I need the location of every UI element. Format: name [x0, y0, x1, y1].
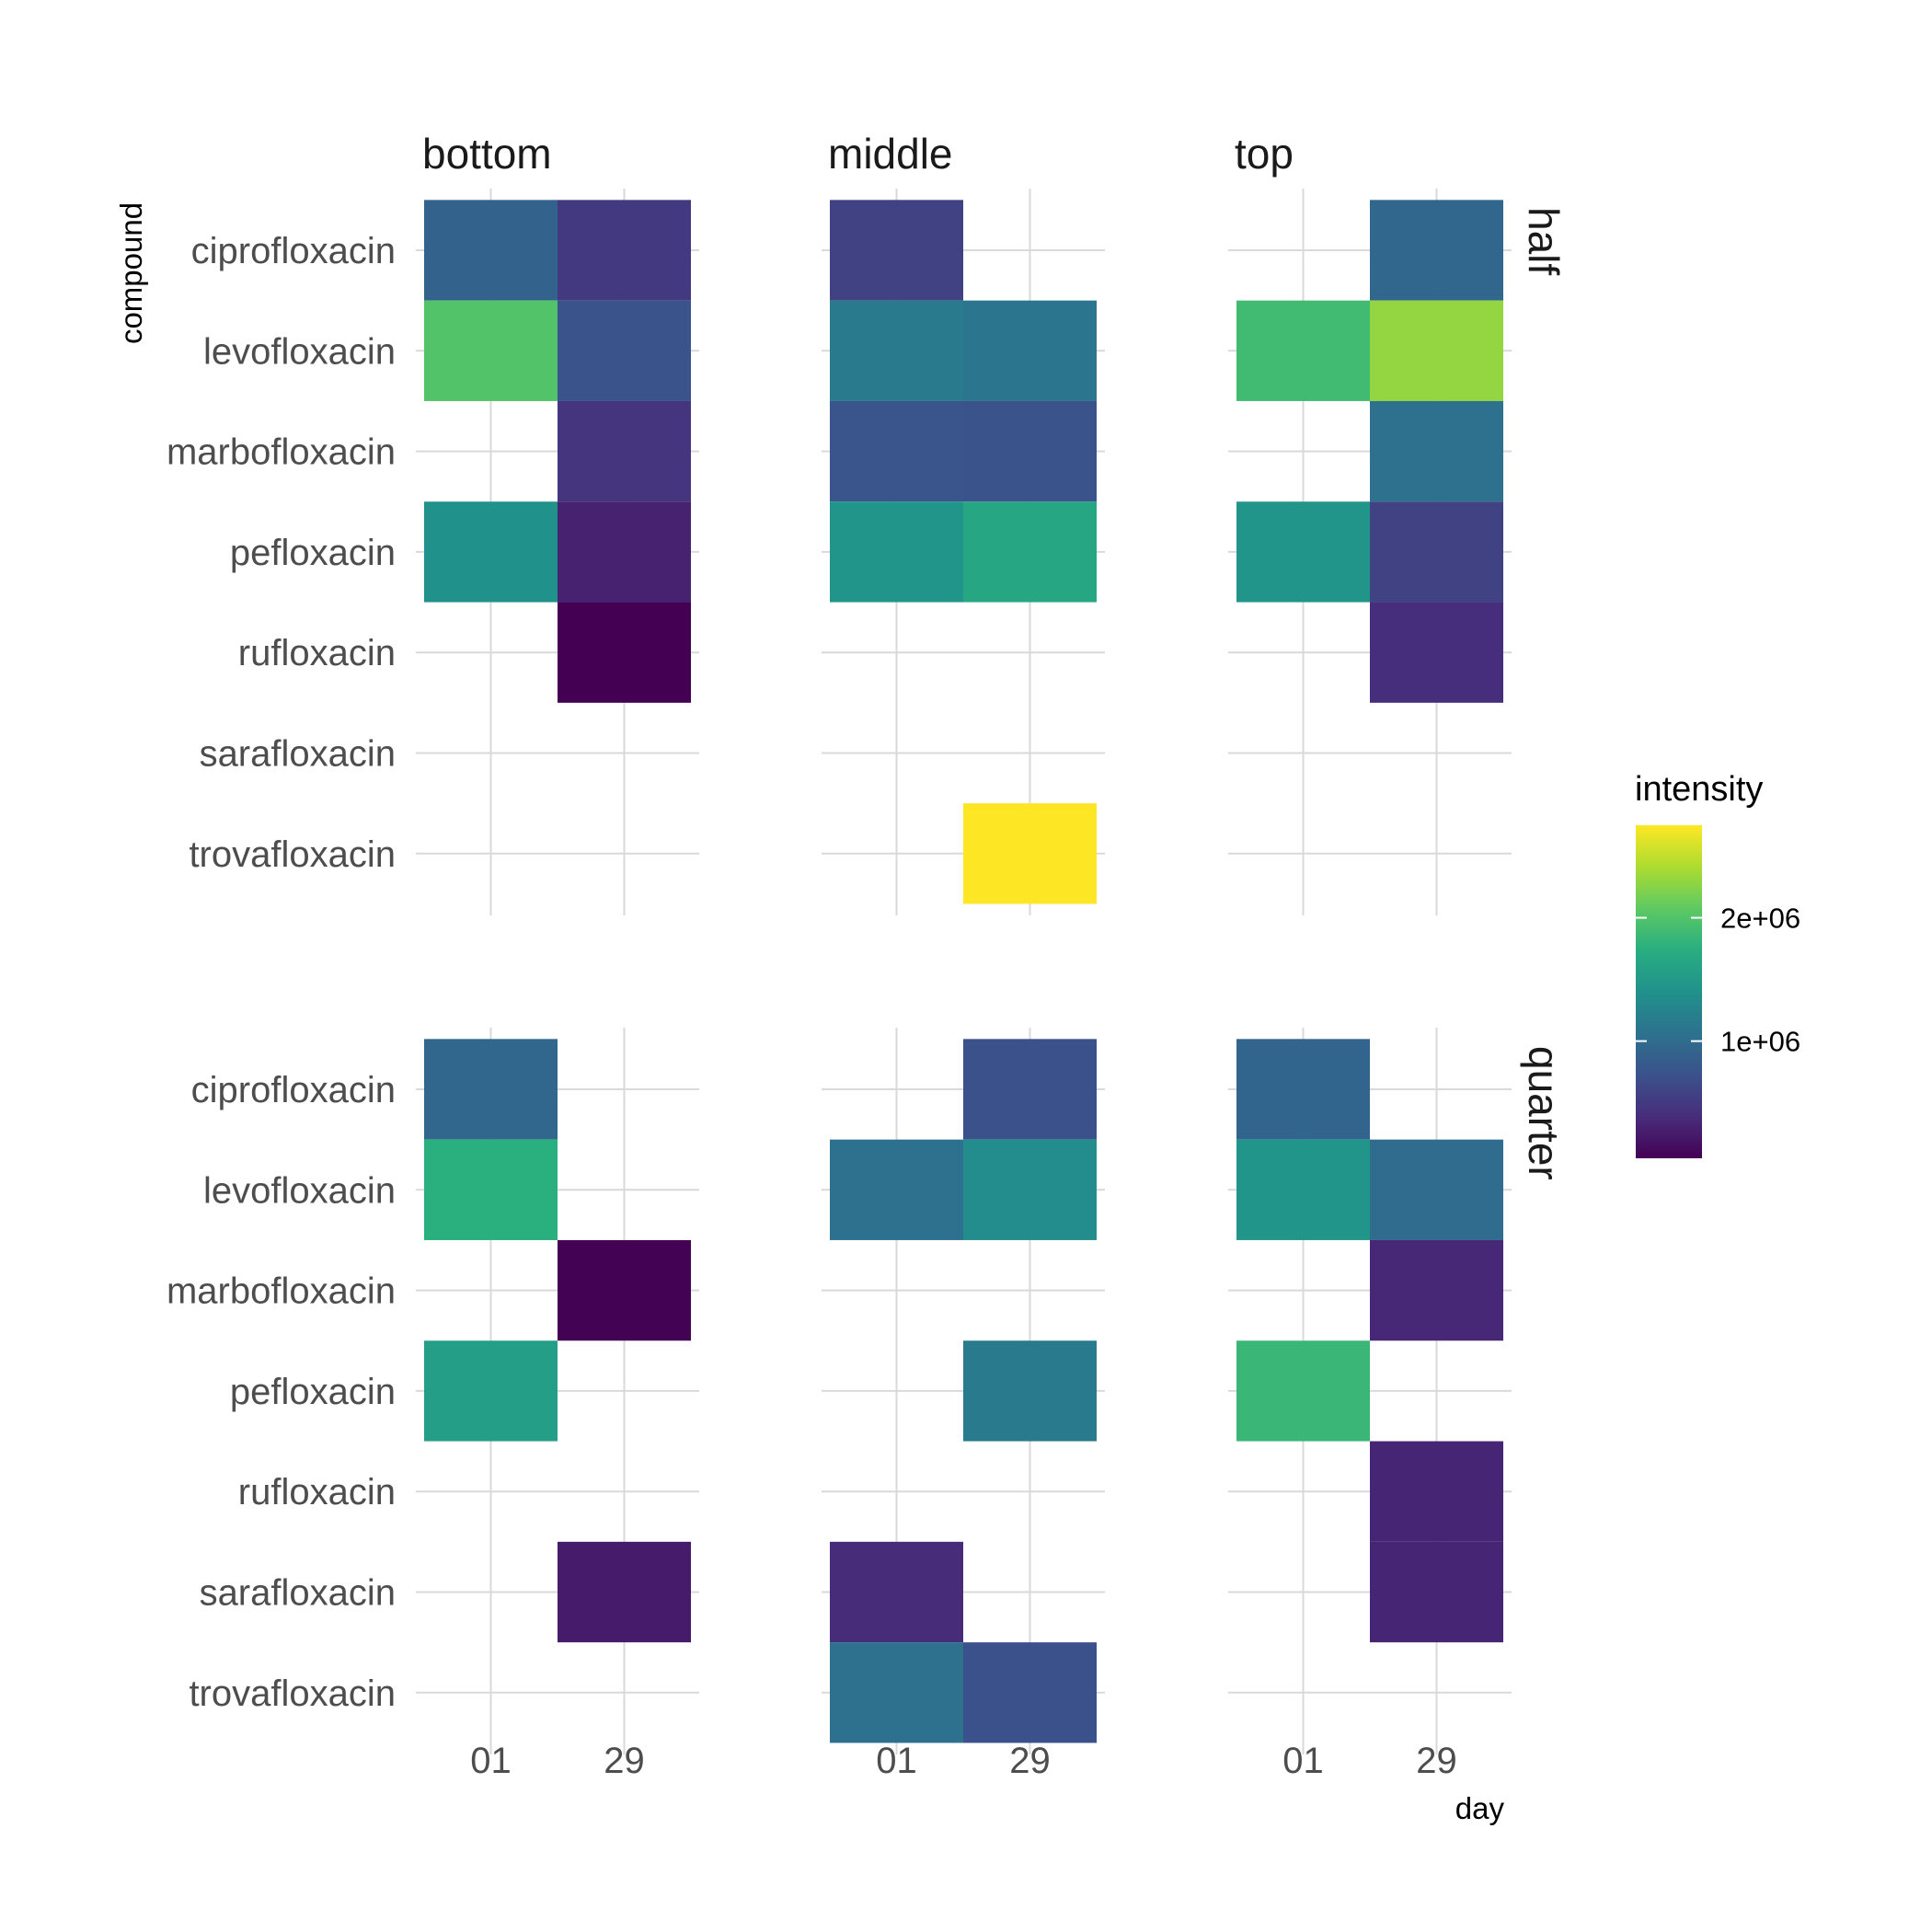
x-tick-label-29: 29 [1009, 1741, 1051, 1781]
y-tick-label-trovafloxacin: trovafloxacin [189, 834, 396, 875]
heatmap-tile-quarter-middle-trovafloxacin-01 [830, 1642, 963, 1743]
heatmap-tile-quarter-bottom-marbofloxacin-29 [558, 1239, 691, 1341]
heatmap-tile-half-bottom-rufloxacin-29 [558, 602, 691, 703]
heatmap-tile-quarter-middle-pefloxacin-29 [963, 1340, 1097, 1442]
heatmap-tile-half-bottom-levofloxacin-01 [424, 300, 558, 401]
heatmap-tile-half-top-levofloxacin-01 [1236, 300, 1370, 401]
y-tick-label-sarafloxacin: sarafloxacin [200, 734, 396, 775]
heatmap-tile-half-bottom-marbofloxacin-29 [558, 400, 691, 502]
y-tick-label-rufloxacin: rufloxacin [238, 1472, 396, 1512]
heatmap-tile-quarter-top-rufloxacin-29 [1370, 1441, 1503, 1542]
y-tick-label-levofloxacin: levofloxacin [203, 1170, 396, 1211]
x-tick-label-01: 01 [1282, 1741, 1324, 1781]
y-tick-label-pefloxacin: pefloxacin [230, 533, 396, 573]
y-tick-label-ciprofloxacin: ciprofloxacin [191, 231, 396, 271]
heatmap-tile-half-top-pefloxacin-01 [1236, 501, 1370, 603]
heatmap-tile-half-middle-pefloxacin-29 [963, 501, 1097, 603]
heatmap-tile-half-bottom-levofloxacin-29 [558, 300, 691, 401]
heatmap-tile-half-bottom-pefloxacin-29 [558, 501, 691, 603]
heatmap-tile-half-top-rufloxacin-29 [1370, 602, 1503, 703]
heatmap-tile-half-middle-trovafloxacin-29 [963, 803, 1097, 904]
y-tick-label-marbofloxacin: marbofloxacin [167, 1271, 396, 1312]
heatmap-tile-quarter-middle-sarafloxacin-01 [830, 1541, 963, 1643]
x-tick-label-01: 01 [470, 1741, 512, 1781]
heatmap-tile-half-middle-marbofloxacin-29 [963, 400, 1097, 502]
heatmap-tile-quarter-top-pefloxacin-01 [1236, 1340, 1370, 1442]
heatmap-tile-quarter-top-ciprofloxacin-01 [1236, 1039, 1370, 1140]
legend-break-label: 2e+06 [1720, 903, 1800, 935]
y-axis-title: compound [114, 202, 148, 344]
legend-ticks: 1e+06 2e+06 [1636, 903, 1800, 1058]
heatmap-tile-quarter-middle-trovafloxacin-29 [963, 1642, 1097, 1743]
y-tick-label-levofloxacin: levofloxacin [203, 331, 396, 372]
x-tick-label-29: 29 [1416, 1741, 1457, 1781]
x-tick-label-01: 01 [876, 1741, 917, 1781]
heatmap-tile-quarter-top-levofloxacin-29 [1370, 1139, 1503, 1240]
heatmap-tile-half-middle-levofloxacin-29 [963, 300, 1097, 401]
y-tick-label-pefloxacin: pefloxacin [230, 1372, 396, 1412]
heatmap-tile-half-bottom-ciprofloxacin-29 [558, 200, 691, 301]
heatmap-tile-half-top-pefloxacin-29 [1370, 501, 1503, 603]
heatmap-tile-half-top-ciprofloxacin-29 [1370, 200, 1503, 301]
row-strip-quarter: quarter [1520, 1046, 1568, 1180]
column-strip-middle: middle [828, 130, 953, 178]
y-tick-label-rufloxacin: rufloxacin [238, 633, 396, 673]
x-axis-title: day [1455, 1791, 1505, 1825]
heatmap-tile-quarter-bottom-pefloxacin-01 [424, 1340, 558, 1442]
heatmap-tile-half-middle-ciprofloxacin-01 [830, 200, 963, 301]
heatmap-tile-half-middle-pefloxacin-01 [830, 501, 963, 603]
heatmap-tile-half-top-levofloxacin-29 [1370, 300, 1503, 401]
heatmap-tile-half-middle-marbofloxacin-01 [830, 400, 963, 502]
heatmap-tile-quarter-bottom-levofloxacin-01 [424, 1139, 558, 1240]
heatmap-tile-quarter-top-marbofloxacin-29 [1370, 1239, 1503, 1341]
heatmap-tile-quarter-middle-levofloxacin-01 [830, 1139, 963, 1240]
y-tick-label-marbofloxacin: marbofloxacin [167, 432, 396, 473]
y-tick-label-trovafloxacin: trovafloxacin [189, 1673, 396, 1714]
heatmap-tile-quarter-bottom-ciprofloxacin-01 [424, 1039, 558, 1140]
heatmap-tile-quarter-middle-ciprofloxacin-29 [963, 1039, 1097, 1140]
column-strip-bottom: bottom [422, 130, 552, 178]
label-layer: bottom middle top half quarter ciprofloxacin l… [167, 130, 1568, 1781]
heatmap-tile-quarter-top-sarafloxacin-29 [1370, 1541, 1503, 1643]
legend-break-label: 1e+06 [1720, 1026, 1800, 1058]
heatmap-tile-half-bottom-pefloxacin-01 [424, 501, 558, 603]
heatmap-tile-quarter-middle-levofloxacin-29 [963, 1139, 1097, 1240]
legend-colorbar [1636, 825, 1702, 1158]
heatmap-tile-quarter-bottom-sarafloxacin-29 [558, 1541, 691, 1643]
heatmap-tile-half-middle-levofloxacin-01 [830, 300, 963, 401]
cell-layer [424, 200, 1503, 1743]
legend-title: intensity [1635, 770, 1763, 809]
x-tick-label-29: 29 [604, 1741, 645, 1781]
column-strip-top: top [1235, 130, 1294, 178]
legend: intensity 1e+06 2e+06 [1635, 770, 1800, 1158]
y-tick-label-sarafloxacin: sarafloxacin [200, 1573, 396, 1614]
y-tick-label-ciprofloxacin: ciprofloxacin [191, 1070, 396, 1110]
heatmap-tile-half-bottom-ciprofloxacin-01 [424, 200, 558, 301]
row-strip-half: half [1520, 207, 1568, 275]
heatmap-tile-quarter-top-levofloxacin-01 [1236, 1139, 1370, 1240]
heatmap-tile-half-top-marbofloxacin-29 [1370, 400, 1503, 502]
